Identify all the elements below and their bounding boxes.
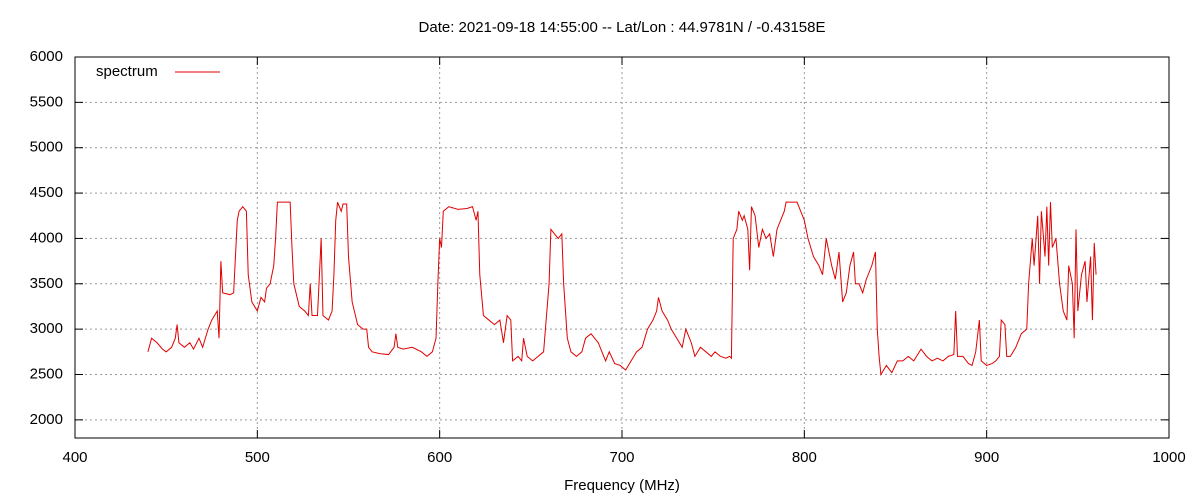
plot-border (74, 56, 1170, 439)
y-tick-label: 4500 (30, 184, 63, 201)
y-tick-label: 5000 (30, 139, 63, 156)
chart-title: Date: 2021-09-18 14:55:00 -- Lat/Lon : 4… (419, 19, 826, 36)
x-tick-label: 1000 (1152, 449, 1185, 466)
x-tick-label: 500 (245, 449, 270, 466)
y-tick-label: 2000 (30, 411, 63, 428)
y-tick-label: 3000 (30, 320, 63, 337)
x-axis-label: Frequency (MHz) (564, 477, 680, 494)
x-tick-label: 800 (792, 449, 817, 466)
y-tick-label: 5500 (30, 93, 63, 110)
x-tick-label: 900 (974, 449, 999, 466)
series-line (147, 201, 1097, 377)
y-tick-label: 4000 (30, 229, 63, 246)
x-tick-label: 600 (427, 449, 452, 466)
x-tick-label: 700 (609, 449, 634, 466)
x-tick-label: 400 (62, 449, 87, 466)
y-tick-label: 6000 (30, 48, 63, 65)
legend-label: spectrum (96, 63, 158, 80)
y-tick-label: 3500 (30, 275, 63, 292)
y-tick-label: 2500 (30, 365, 63, 382)
